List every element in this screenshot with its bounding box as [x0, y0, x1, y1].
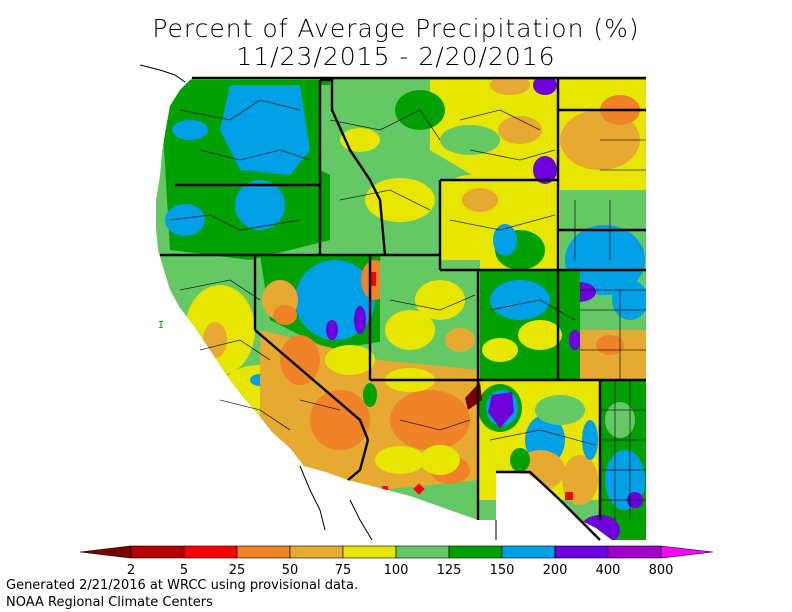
legend-tick: 5	[179, 563, 189, 578]
generated-note: Generated 2/21/2016 at WRCC using provis…	[6, 578, 359, 593]
legend-tick: 50	[281, 563, 299, 578]
state-borders	[160, 76, 646, 541]
legend-tick: 800	[648, 563, 674, 578]
legend-tick: 150	[489, 563, 515, 578]
legend-tick: 25	[228, 563, 246, 578]
legend-tick: 2	[126, 563, 136, 578]
legend-tick: 400	[595, 563, 621, 578]
coastline	[139, 64, 497, 541]
legend-tick: 100	[383, 563, 409, 578]
legend-tick: 75	[334, 563, 352, 578]
legend-tick: 125	[436, 563, 462, 578]
map-title: Percent of Average Precipitation (%)	[152, 14, 640, 43]
date-range: 11/23/2015 - 2/20/2016	[236, 42, 556, 71]
source-credit: NOAA Regional Climate Centers	[6, 595, 213, 610]
island-marker: I	[158, 320, 164, 331]
county-borders	[169, 99, 646, 520]
precip-field	[156, 78, 646, 540]
legend-tick: 200	[542, 563, 568, 578]
